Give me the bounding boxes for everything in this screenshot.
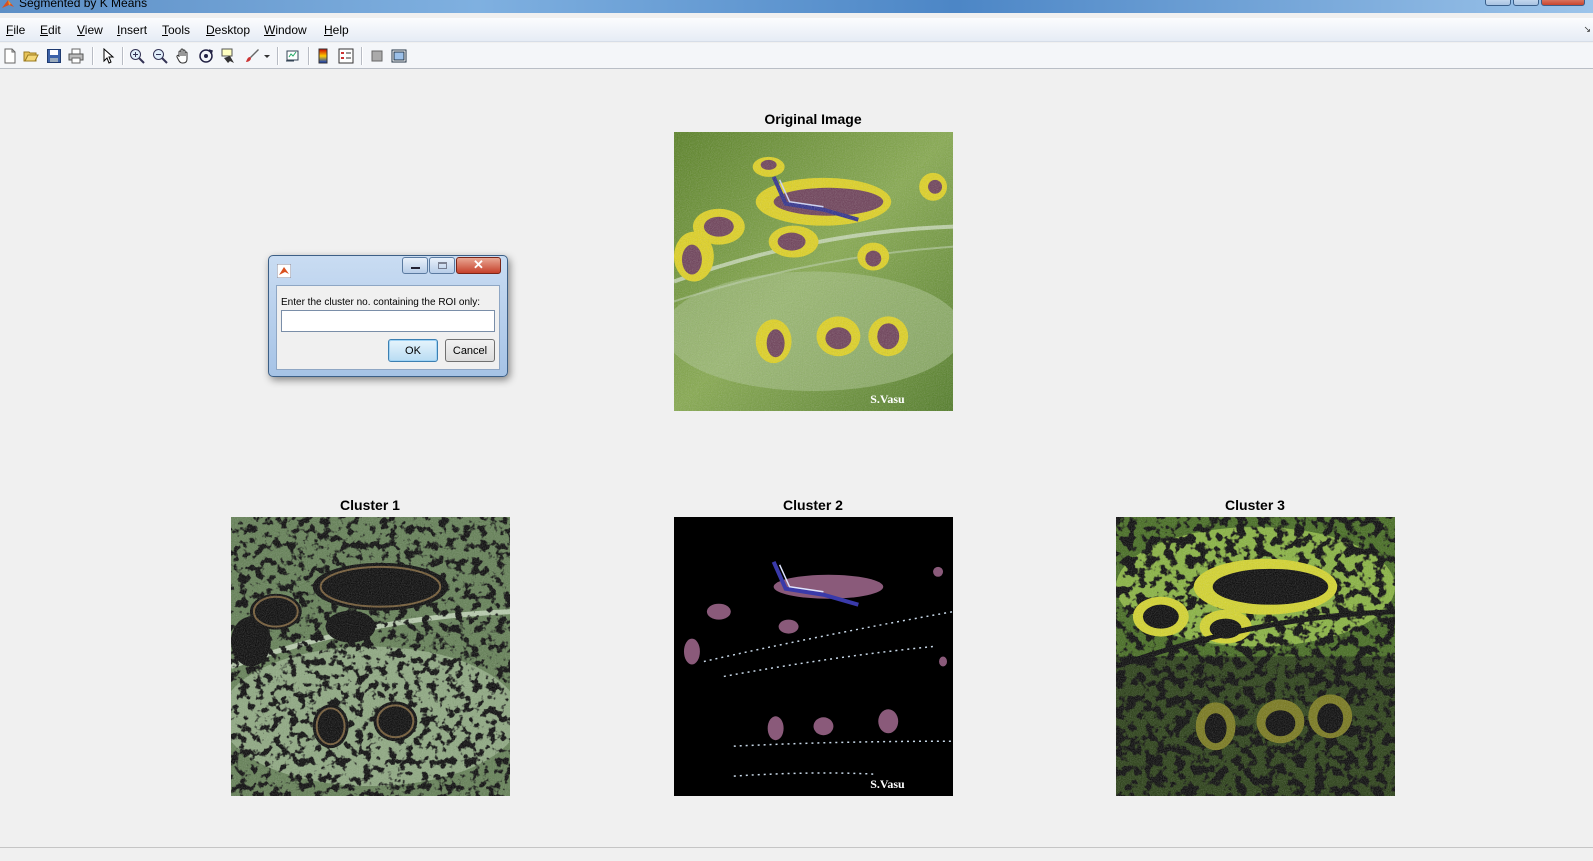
window-title-bar[interactable]: Segmented by K Means (0, 0, 1593, 13)
minimize-button[interactable] (1485, 0, 1511, 6)
dialog-close-button[interactable]: ✕ (456, 257, 501, 274)
colorbar-icon[interactable] (314, 47, 332, 65)
window-controls (1485, 0, 1585, 6)
maximize-icon (438, 262, 447, 269)
cancel-button[interactable]: Cancel (445, 339, 495, 362)
hide-plot-tools-icon[interactable] (368, 47, 386, 65)
menu-insert[interactable]: Insert (117, 23, 148, 37)
cluster-3-image[interactable] (1116, 517, 1395, 796)
cluster-3-title: Cluster 3 (1225, 497, 1285, 513)
toolbar-separator (92, 47, 93, 65)
toolbar-separator (277, 47, 278, 65)
toolbar-separator (122, 47, 123, 65)
legend-icon[interactable] (337, 47, 355, 65)
matlab-logo-icon (2, 0, 14, 8)
figure-toolbar (0, 43, 1593, 69)
rotate-3d-icon[interactable] (197, 47, 215, 65)
cluster-number-input[interactable] (281, 310, 495, 332)
toolbar-separator (361, 47, 362, 65)
maximize-button[interactable] (1513, 0, 1539, 6)
menu-file[interactable]: File (6, 23, 26, 37)
figure-bottom-edge (0, 847, 1593, 861)
close-button[interactable] (1541, 0, 1585, 6)
edit-plot-icon[interactable] (99, 47, 117, 65)
pan-icon[interactable] (174, 47, 192, 65)
cluster-2-image[interactable]: S.Vasu (674, 517, 953, 796)
ok-button[interactable]: OK (388, 339, 438, 362)
undock-arrow-icon[interactable]: ↘ (1583, 24, 1591, 34)
watermark-text: S.Vasu (870, 392, 905, 406)
minimize-icon (411, 267, 420, 269)
cluster-1-title: Cluster 1 (340, 497, 400, 513)
figure-canvas: Original Image S.Va (0, 70, 1593, 847)
dialog-maximize-button[interactable] (429, 257, 455, 274)
toolbar-separator (308, 47, 309, 65)
cluster-1-image[interactable] (231, 517, 510, 796)
link-plot-icon[interactable] (284, 47, 302, 65)
matlab-logo-icon (277, 264, 291, 278)
save-icon[interactable] (45, 47, 63, 65)
dialog-minimize-button[interactable] (402, 257, 428, 274)
menu-view[interactable]: View (77, 23, 103, 37)
menu-bar: File Edit View Insert Tools Desktop Wind… (0, 18, 1593, 42)
brush-icon[interactable] (243, 47, 261, 65)
print-icon[interactable] (67, 47, 85, 65)
chevron-down-icon[interactable] (262, 47, 272, 65)
menu-edit[interactable]: Edit (40, 23, 61, 37)
window-title: Segmented by K Means (19, 0, 148, 10)
menu-tools[interactable]: Tools (162, 23, 191, 37)
menu-help[interactable]: Help (324, 23, 349, 37)
original-image-title: Original Image (764, 111, 862, 127)
cluster-2-title: Cluster 2 (783, 497, 843, 513)
dialog-prompt: Enter the cluster no. containing the ROI… (281, 297, 480, 308)
close-icon: ✕ (473, 257, 484, 272)
open-file-icon[interactable] (22, 47, 40, 65)
data-cursor-icon[interactable] (220, 47, 238, 65)
dialog-window-controls: ✕ (402, 257, 501, 274)
zoom-out-icon[interactable] (151, 47, 169, 65)
new-figure-icon[interactable] (1, 47, 19, 65)
menu-window[interactable]: Window (264, 23, 307, 37)
zoom-in-icon[interactable] (128, 47, 146, 65)
cluster-input-dialog[interactable]: ✕ Enter the cluster no. containing the R… (268, 255, 508, 377)
show-plot-tools-icon[interactable] (390, 47, 408, 65)
menu-desktop[interactable]: Desktop (206, 23, 251, 37)
watermark-text: S.Vasu (870, 777, 905, 791)
dialog-body: Enter the cluster no. containing the ROI… (276, 285, 500, 370)
original-image[interactable]: S.Vasu (674, 132, 953, 411)
